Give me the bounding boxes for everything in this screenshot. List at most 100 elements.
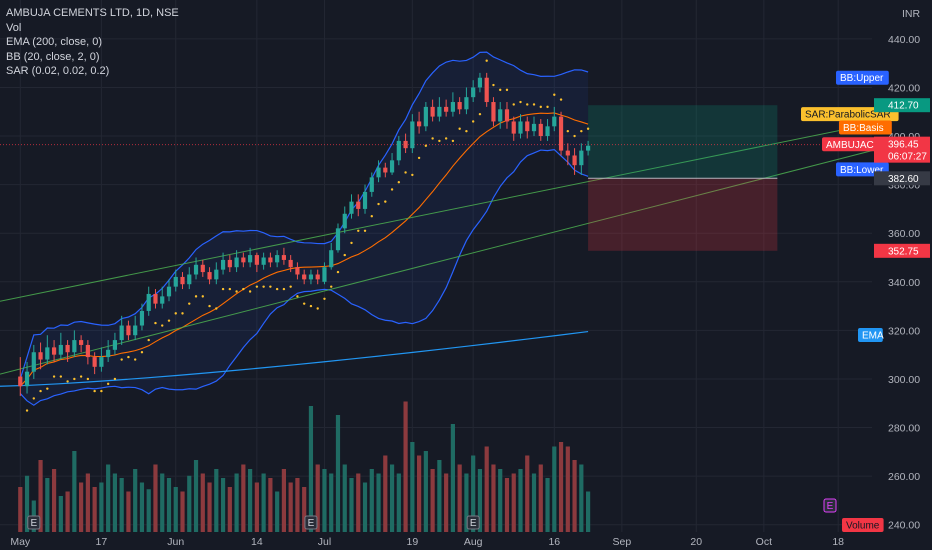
candle-body: [410, 121, 415, 149]
candle-body: [275, 255, 280, 263]
candle-body: [525, 121, 530, 132]
volume-bar: [389, 464, 395, 532]
price-tag-bg: [874, 98, 930, 113]
last-price-value: 396.45: [888, 140, 919, 151]
candle-body: [585, 145, 591, 151]
candle-body: [572, 155, 577, 166]
volume-bar: [329, 473, 334, 532]
sar-dot: [194, 295, 198, 298]
sar-dot: [424, 144, 428, 147]
candle-body: [322, 267, 327, 282]
volume-bar: [18, 487, 23, 532]
sar-dot: [289, 285, 292, 288]
volume-bar: [173, 487, 178, 532]
volume-bar: [511, 473, 516, 532]
price-tag-text: 382.60: [888, 174, 919, 185]
volume-bar: [457, 464, 462, 532]
sar-dot: [174, 312, 177, 315]
candle-body: [383, 167, 388, 173]
sar-dot: [269, 285, 272, 288]
volume-bar: [241, 464, 246, 532]
sar-dot: [79, 375, 83, 378]
candle-body: [396, 140, 401, 161]
candle-body: [356, 201, 361, 209]
legend-ema[interactable]: EMA (200, close, 0): [6, 36, 102, 48]
price-tag-bg: [874, 243, 930, 258]
sar-dot: [302, 302, 306, 305]
volume-bar: [85, 473, 90, 532]
x-tick-label: 19: [406, 536, 418, 548]
volume-bar: [410, 442, 415, 532]
volume-bar: [504, 478, 510, 532]
volume-bar: [79, 482, 84, 532]
bollinger-lower-line: [19, 148, 589, 406]
sar-dot: [215, 307, 218, 310]
earnings-marker: E: [27, 515, 41, 530]
candle-body: [207, 272, 212, 280]
sar-dot: [52, 375, 56, 378]
volume-bar: [403, 401, 408, 532]
sar-dot: [370, 215, 373, 218]
volume-bar: [45, 478, 50, 532]
candle-body: [180, 276, 185, 285]
candle-body: [241, 257, 246, 263]
sar-dot: [323, 297, 326, 300]
candle-body: [349, 201, 354, 214]
legend-sar[interactable]: SAR (0.02, 0.02, 0.2): [6, 65, 110, 77]
sar-dot: [444, 137, 448, 140]
candle-body: [18, 376, 23, 387]
bb-upper-label-bg: [836, 70, 889, 85]
candle-body: [295, 267, 300, 275]
volume-bar: [160, 473, 165, 532]
volume-bar: [342, 464, 347, 532]
sar-dot: [512, 103, 515, 106]
sar-dot: [93, 389, 96, 393]
volume-bar: [112, 473, 118, 532]
candle-body: [254, 255, 259, 265]
volume-bar: [302, 487, 307, 532]
candle-body: [369, 177, 374, 192]
sar-dot: [296, 295, 299, 298]
candle-body: [464, 97, 469, 110]
x-tick-label: Jun: [167, 536, 184, 548]
ema-label-bg: [858, 327, 883, 342]
sar-dot: [133, 358, 137, 361]
legend-bb[interactable]: BB (20, close, 2, 0): [6, 50, 100, 63]
y-tick-label: 340.00: [888, 277, 920, 289]
candle-body: [484, 77, 489, 103]
volume-bar: [308, 406, 314, 532]
candle-body: [85, 344, 90, 358]
sar-dot: [546, 105, 549, 109]
sar-dot: [208, 304, 211, 308]
volume-bar: [153, 464, 158, 532]
y-tick-label: 240.00: [888, 520, 920, 532]
sar-dot: [505, 88, 509, 92]
candle-body: [329, 250, 334, 268]
volume-bar: [139, 482, 145, 532]
legend-vol[interactable]: Vol: [6, 21, 22, 34]
candle-body: [518, 121, 523, 134]
x-tick-label: 16: [548, 536, 560, 548]
volume-bar: [126, 491, 131, 532]
sar-dot: [106, 382, 110, 386]
volume-bar: [383, 455, 388, 532]
candle-body: [315, 274, 320, 280]
candle-body: [31, 352, 36, 372]
sar-dot: [492, 83, 495, 87]
volume-bar: [254, 482, 259, 532]
volume-bar: [376, 473, 381, 532]
candle-body: [389, 160, 395, 173]
volume-bar: [335, 415, 341, 532]
sar-dot: [242, 287, 245, 291]
sar-dot: [248, 290, 252, 293]
sar-dot: [32, 397, 35, 400]
sar-dot: [411, 173, 414, 177]
sar-dot: [431, 137, 434, 140]
volume-bar: [220, 478, 226, 532]
volume-bar: [525, 455, 530, 532]
volume-bar: [579, 464, 584, 532]
sar-dot: [100, 389, 103, 393]
sar-dot: [59, 375, 63, 378]
y-tick-label: 420.00: [888, 82, 920, 94]
